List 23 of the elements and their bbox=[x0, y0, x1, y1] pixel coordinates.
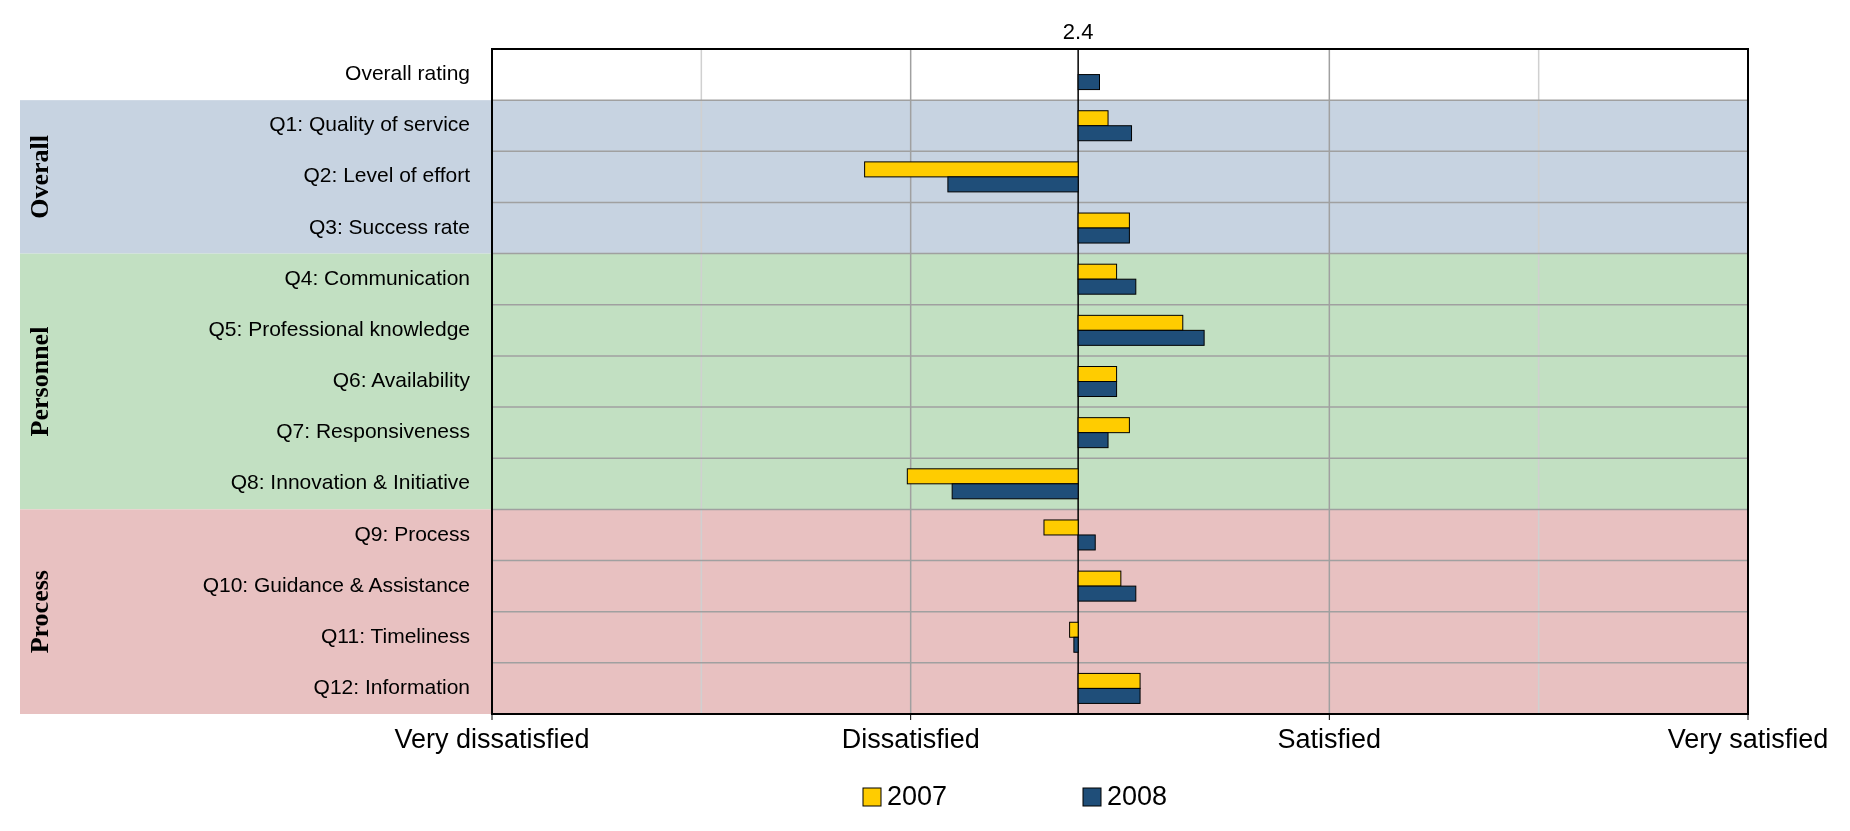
text: Satisfied bbox=[1277, 724, 1382, 754]
y-tick-label: Q12: Information bbox=[313, 674, 470, 698]
y-tick-label: Q9: Process bbox=[354, 521, 470, 545]
y-tick-label: Q1: Quality of service bbox=[269, 112, 470, 136]
band-label: Personnel bbox=[25, 326, 54, 437]
y-tick-label: Q6: Availability bbox=[332, 368, 471, 392]
text: Very dissatisfied bbox=[394, 724, 590, 754]
y-tick-label: Q2: Level of effort bbox=[303, 163, 471, 187]
y-tick-label: Q10: Guidance & Assistance bbox=[202, 572, 470, 596]
text: Dissatisfied bbox=[841, 724, 980, 754]
text: 2.4 bbox=[1062, 19, 1094, 44]
y-tick-label: Q4: Communication bbox=[284, 265, 470, 289]
y-tick-label: Q7: Responsiveness bbox=[276, 419, 470, 443]
legend-label: 2008 bbox=[1107, 781, 1168, 812]
y-tick-label: Q5: Professional knowledge bbox=[208, 316, 470, 340]
y-tick-label: Q3: Success rate bbox=[308, 214, 470, 238]
band-label: Process bbox=[25, 570, 54, 654]
text: Very satisfied bbox=[1667, 724, 1829, 754]
y-tick-label: Q11: Timeliness bbox=[321, 623, 470, 647]
y-tick-label: Q8: Innovation & Initiative bbox=[230, 470, 470, 494]
legend-label: 2007 bbox=[887, 781, 948, 812]
band-label: Overall bbox=[25, 135, 54, 219]
y-tick-label: Overall rating bbox=[345, 61, 470, 85]
